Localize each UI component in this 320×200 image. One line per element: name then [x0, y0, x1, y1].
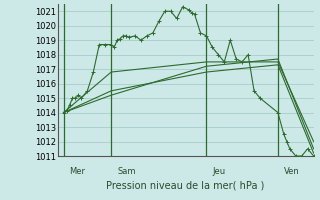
Text: Sam: Sam [117, 167, 136, 176]
Text: Pression niveau de la mer( hPa ): Pression niveau de la mer( hPa ) [107, 181, 265, 191]
Text: Ven: Ven [284, 167, 300, 176]
Text: Jeu: Jeu [212, 167, 226, 176]
Text: Mer: Mer [69, 167, 85, 176]
